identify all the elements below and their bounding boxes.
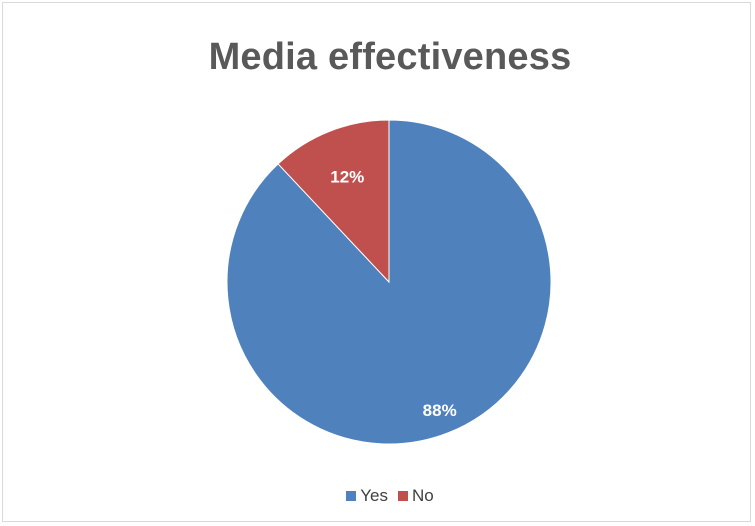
data-label-no: 12% (330, 168, 364, 187)
legend-item-no: No (398, 486, 434, 506)
legend: Yes No (0, 486, 755, 506)
chart-title: Media effectiveness (208, 36, 572, 78)
legend-swatch-yes (346, 491, 357, 501)
pie-slice-no (277, 119, 390, 284)
legend-label-no: No (412, 486, 434, 505)
data-label-yes: 88% (423, 401, 457, 420)
legend-swatch-no (398, 491, 408, 501)
legend-label-yes: Yes (360, 486, 388, 505)
legend-item-yes: Yes (346, 486, 388, 506)
